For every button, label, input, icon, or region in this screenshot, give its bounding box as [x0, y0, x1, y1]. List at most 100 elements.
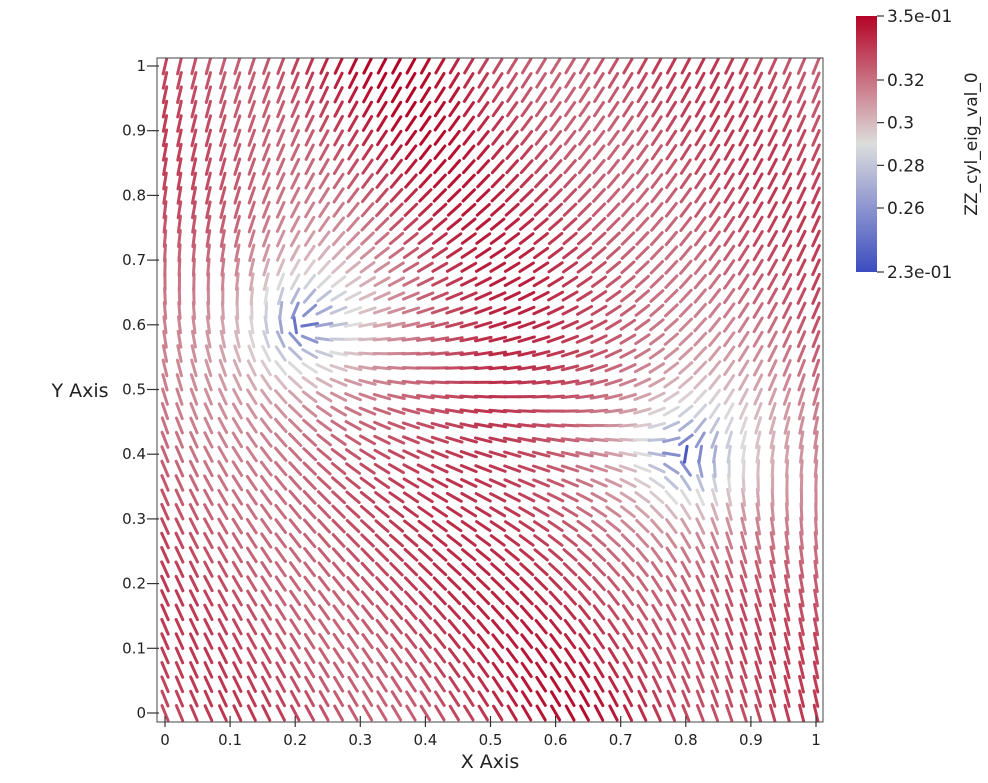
director-glyph: [563, 173, 577, 189]
director-glyph: [754, 545, 762, 565]
director-glyph: [262, 243, 271, 262]
director-glyph: [190, 99, 198, 119]
director-glyph: [592, 144, 606, 161]
director-glyph: [374, 231, 390, 246]
director-glyph: [576, 506, 593, 518]
director-glyph: [531, 423, 551, 428]
director-glyph: [176, 186, 183, 205]
director-glyph: [634, 318, 651, 331]
director-glyph: [635, 216, 650, 232]
director-glyph: [259, 417, 273, 434]
director-glyph: [575, 379, 594, 386]
director-glyph: [459, 351, 479, 357]
director-glyph: [533, 520, 550, 532]
director-glyph: [663, 347, 680, 361]
director-glyph: [547, 520, 564, 532]
director-glyph: [190, 171, 198, 191]
director-glyph: [560, 464, 580, 473]
director-glyph: [261, 690, 272, 708]
director-glyph: [811, 344, 821, 363]
director-glyph: [503, 506, 521, 518]
director-glyph: [767, 129, 778, 147]
director-glyph: [217, 675, 228, 693]
director-glyph: [390, 704, 403, 722]
director-glyph: [290, 172, 301, 190]
director-glyph: [811, 172, 821, 190]
director-glyph: [799, 531, 804, 550]
director-glyph: [361, 676, 374, 693]
director-glyph: [798, 603, 805, 622]
director-glyph: [767, 58, 778, 75]
director-glyph: [620, 275, 636, 289]
director-glyph: [317, 259, 331, 275]
director-glyph: [695, 488, 705, 507]
director-glyph: [724, 589, 734, 607]
director-glyph: [218, 704, 228, 722]
director-glyph: [549, 101, 562, 118]
director-glyph: [217, 460, 229, 477]
director-glyph: [160, 488, 170, 507]
director-glyph: [798, 703, 805, 722]
director-glyph: [633, 451, 652, 458]
director-glyph: [622, 618, 634, 635]
director-glyph: [768, 402, 777, 421]
director-glyph: [191, 200, 197, 220]
director-glyph: [290, 71, 300, 90]
director-glyph: [738, 201, 750, 219]
director-glyph: [188, 560, 199, 578]
director-glyph: [781, 244, 793, 262]
director-glyph: [681, 646, 691, 665]
director-glyph: [402, 291, 420, 301]
director-glyph: [373, 276, 391, 288]
director-glyph: [769, 545, 776, 565]
director-glyph: [606, 575, 621, 592]
director-glyph: [563, 188, 578, 203]
director-glyph: [589, 464, 609, 473]
director-glyph: [723, 244, 736, 261]
director-glyph: [375, 647, 389, 664]
director-glyph: [753, 373, 764, 391]
director-glyph: [375, 202, 389, 218]
director-glyph: [710, 574, 720, 593]
director-glyph: [649, 289, 665, 303]
y-tick-label: 0.1: [122, 639, 146, 657]
director-glyph: [503, 305, 522, 315]
director-glyph: [490, 188, 505, 203]
director-glyph: [798, 646, 805, 665]
director-glyph: [620, 231, 636, 246]
director-glyph: [445, 276, 463, 287]
director-glyph: [622, 675, 634, 693]
director-glyph: [606, 173, 621, 189]
director-glyph: [518, 520, 535, 532]
director-glyph: [798, 416, 805, 435]
director-glyph: [535, 72, 547, 89]
director-glyph: [304, 100, 315, 118]
director-glyph: [564, 661, 576, 679]
director-glyph: [636, 575, 649, 592]
director-glyph: [665, 71, 677, 89]
director-glyph: [604, 478, 623, 488]
director-glyph: [217, 603, 229, 621]
director-glyph: [233, 114, 242, 133]
director-glyph: [190, 358, 198, 378]
director-glyph: [491, 101, 504, 118]
director-glyph: [191, 257, 196, 277]
director-glyph: [276, 85, 286, 104]
director-glyph: [649, 332, 665, 346]
director-glyph: [796, 186, 807, 205]
director-glyph: [418, 202, 433, 217]
director-glyph: [664, 489, 679, 505]
director-glyph: [622, 86, 634, 103]
director-glyph: [723, 115, 735, 132]
director-glyph: [403, 562, 419, 577]
director-glyph: [203, 387, 213, 406]
director-glyph: [813, 588, 819, 608]
director-glyph: [331, 547, 346, 563]
director-glyph: [605, 275, 622, 289]
director-glyph: [752, 186, 764, 204]
director-glyph: [533, 534, 550, 547]
x-tick-label: 0.3: [348, 731, 372, 749]
director-glyph: [160, 661, 170, 679]
director-glyph: [275, 661, 287, 679]
director-glyph: [577, 548, 592, 562]
